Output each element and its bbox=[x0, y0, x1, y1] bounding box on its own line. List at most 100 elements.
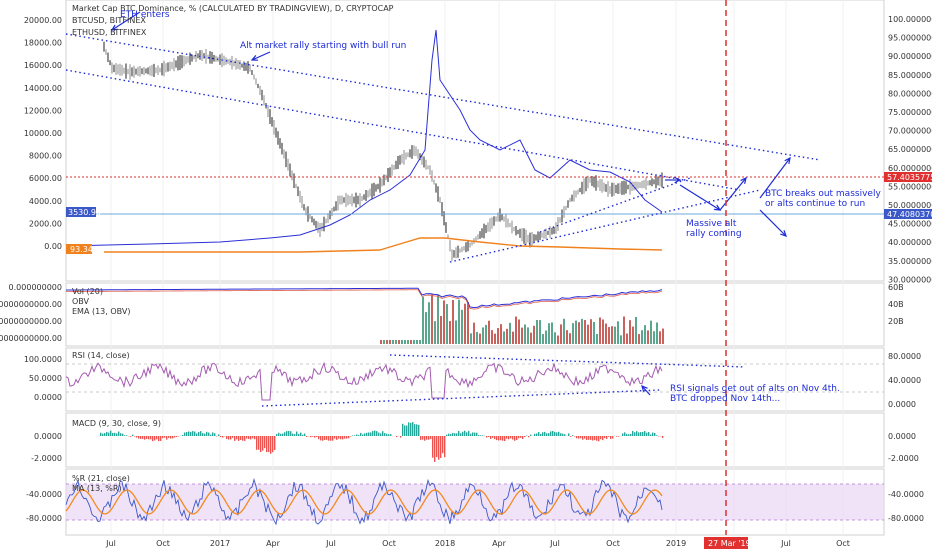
wr-legend-0: %R (21, close) bbox=[72, 474, 130, 483]
macd-bar bbox=[462, 431, 464, 436]
macd-bar bbox=[338, 436, 340, 439]
macd-bar bbox=[102, 433, 104, 436]
macd-bar bbox=[472, 432, 474, 436]
macd-bar bbox=[498, 436, 500, 441]
macd-bar bbox=[592, 436, 594, 441]
vol-legend-2: EMA (13, OBV) bbox=[72, 307, 131, 316]
right-tick-label: 65.0000000 bbox=[888, 145, 932, 154]
macd-bar bbox=[474, 432, 476, 436]
eth-enters-arrow-head bbox=[110, 24, 119, 31]
macd-bar bbox=[510, 436, 512, 439]
volume-bar bbox=[587, 324, 589, 344]
macd-bar bbox=[278, 432, 280, 436]
macd-bar bbox=[618, 436, 620, 437]
volume-bar bbox=[569, 333, 571, 344]
macd-bar bbox=[502, 436, 504, 441]
macd-bar bbox=[238, 436, 240, 441]
rsi-arrow bbox=[641, 385, 651, 396]
macd-bar bbox=[268, 436, 270, 453]
macd-bar bbox=[298, 433, 300, 436]
macd-bar bbox=[182, 434, 184, 436]
macd-bar bbox=[508, 436, 510, 440]
macd-bar bbox=[194, 431, 196, 436]
macd-bar bbox=[266, 436, 268, 453]
macd-bar bbox=[544, 431, 546, 436]
down-arrow-2-head bbox=[780, 230, 787, 237]
wr-left-tick: -40.0000 bbox=[26, 490, 62, 499]
macd-bar bbox=[578, 436, 580, 439]
macd-bar bbox=[496, 436, 498, 441]
volume-bar bbox=[608, 327, 610, 344]
wedge-arrow-head bbox=[674, 176, 682, 184]
macd-left-tick: -2.0000 bbox=[31, 454, 62, 463]
macd-bar bbox=[598, 436, 600, 442]
macd-bar bbox=[622, 433, 624, 436]
volume-bar bbox=[512, 331, 514, 344]
macd-bar bbox=[306, 436, 308, 437]
volume-bar bbox=[518, 319, 520, 344]
macd-bar bbox=[188, 431, 190, 436]
macd-bar bbox=[344, 436, 346, 439]
volume-bar bbox=[632, 326, 634, 344]
macd-bar bbox=[166, 436, 168, 440]
macd-bar bbox=[196, 433, 198, 436]
macd-bar bbox=[280, 433, 282, 436]
macd-bar bbox=[342, 436, 344, 440]
x-tick-label: 2019 bbox=[666, 539, 686, 548]
right-tick-label: 85.0000000 bbox=[888, 71, 932, 80]
macd-bar bbox=[560, 433, 562, 436]
volume-bar bbox=[449, 321, 451, 344]
macd-bar bbox=[480, 435, 482, 436]
macd-bar bbox=[132, 434, 134, 436]
macd-bar bbox=[250, 436, 252, 440]
macd-bar bbox=[564, 434, 566, 436]
macd-bar bbox=[198, 432, 200, 436]
rsi-right-tick: 40.0000 bbox=[888, 376, 921, 385]
volume-bar bbox=[584, 320, 586, 344]
macd-bar bbox=[442, 436, 444, 454]
macd-bar bbox=[208, 432, 210, 436]
macd-bar bbox=[264, 436, 266, 449]
right-tick-label: 55.0000000 bbox=[888, 182, 932, 191]
volume-bar bbox=[533, 325, 535, 344]
rsi-right-tick: 0.0000 bbox=[888, 400, 916, 409]
macd-legend: MACD (9, 30, close, 9) bbox=[72, 419, 161, 428]
volume-bar bbox=[401, 340, 403, 344]
rsi-trendline-lower bbox=[261, 389, 661, 407]
x-tick-label: 2018 bbox=[435, 539, 455, 548]
macd-bar bbox=[644, 431, 646, 436]
volume-bar bbox=[506, 328, 508, 344]
macd-bar bbox=[282, 433, 284, 436]
macd-bar bbox=[204, 433, 206, 436]
volume-bar bbox=[614, 326, 616, 344]
macd-bar bbox=[372, 431, 374, 436]
macd-bar bbox=[296, 431, 298, 436]
macd-bar bbox=[260, 436, 262, 453]
macd-bar bbox=[378, 432, 380, 436]
eth-price-tag bbox=[66, 244, 92, 254]
volume-bar bbox=[521, 327, 523, 344]
right-tick-label: 50.0000000 bbox=[888, 201, 932, 210]
wr-legend-1: MA (13, %R) bbox=[72, 484, 122, 493]
x-tick-label: Oct bbox=[156, 539, 170, 548]
macd-bar bbox=[524, 436, 526, 437]
right-tick-label: 35.0000000 bbox=[888, 257, 932, 266]
note-btc-breaks-2: or alts continue to run bbox=[765, 199, 865, 209]
volume-bar bbox=[428, 302, 430, 344]
macd-bar bbox=[140, 436, 142, 439]
volume-bar bbox=[530, 332, 532, 344]
macd-bar bbox=[244, 436, 246, 441]
macd-bar bbox=[152, 436, 154, 442]
macd-bar bbox=[274, 436, 276, 451]
macd-bar bbox=[576, 436, 578, 439]
macd-bar bbox=[154, 436, 156, 441]
macd-bar bbox=[488, 436, 490, 438]
volume-bar bbox=[638, 334, 640, 344]
volume-bar bbox=[467, 302, 469, 344]
macd-bar bbox=[494, 436, 496, 440]
macd-bar bbox=[568, 433, 570, 436]
volume-bar bbox=[458, 299, 460, 344]
trendline-mid bbox=[65, 69, 741, 191]
macd-bar bbox=[112, 432, 114, 436]
macd-bar bbox=[356, 434, 358, 436]
